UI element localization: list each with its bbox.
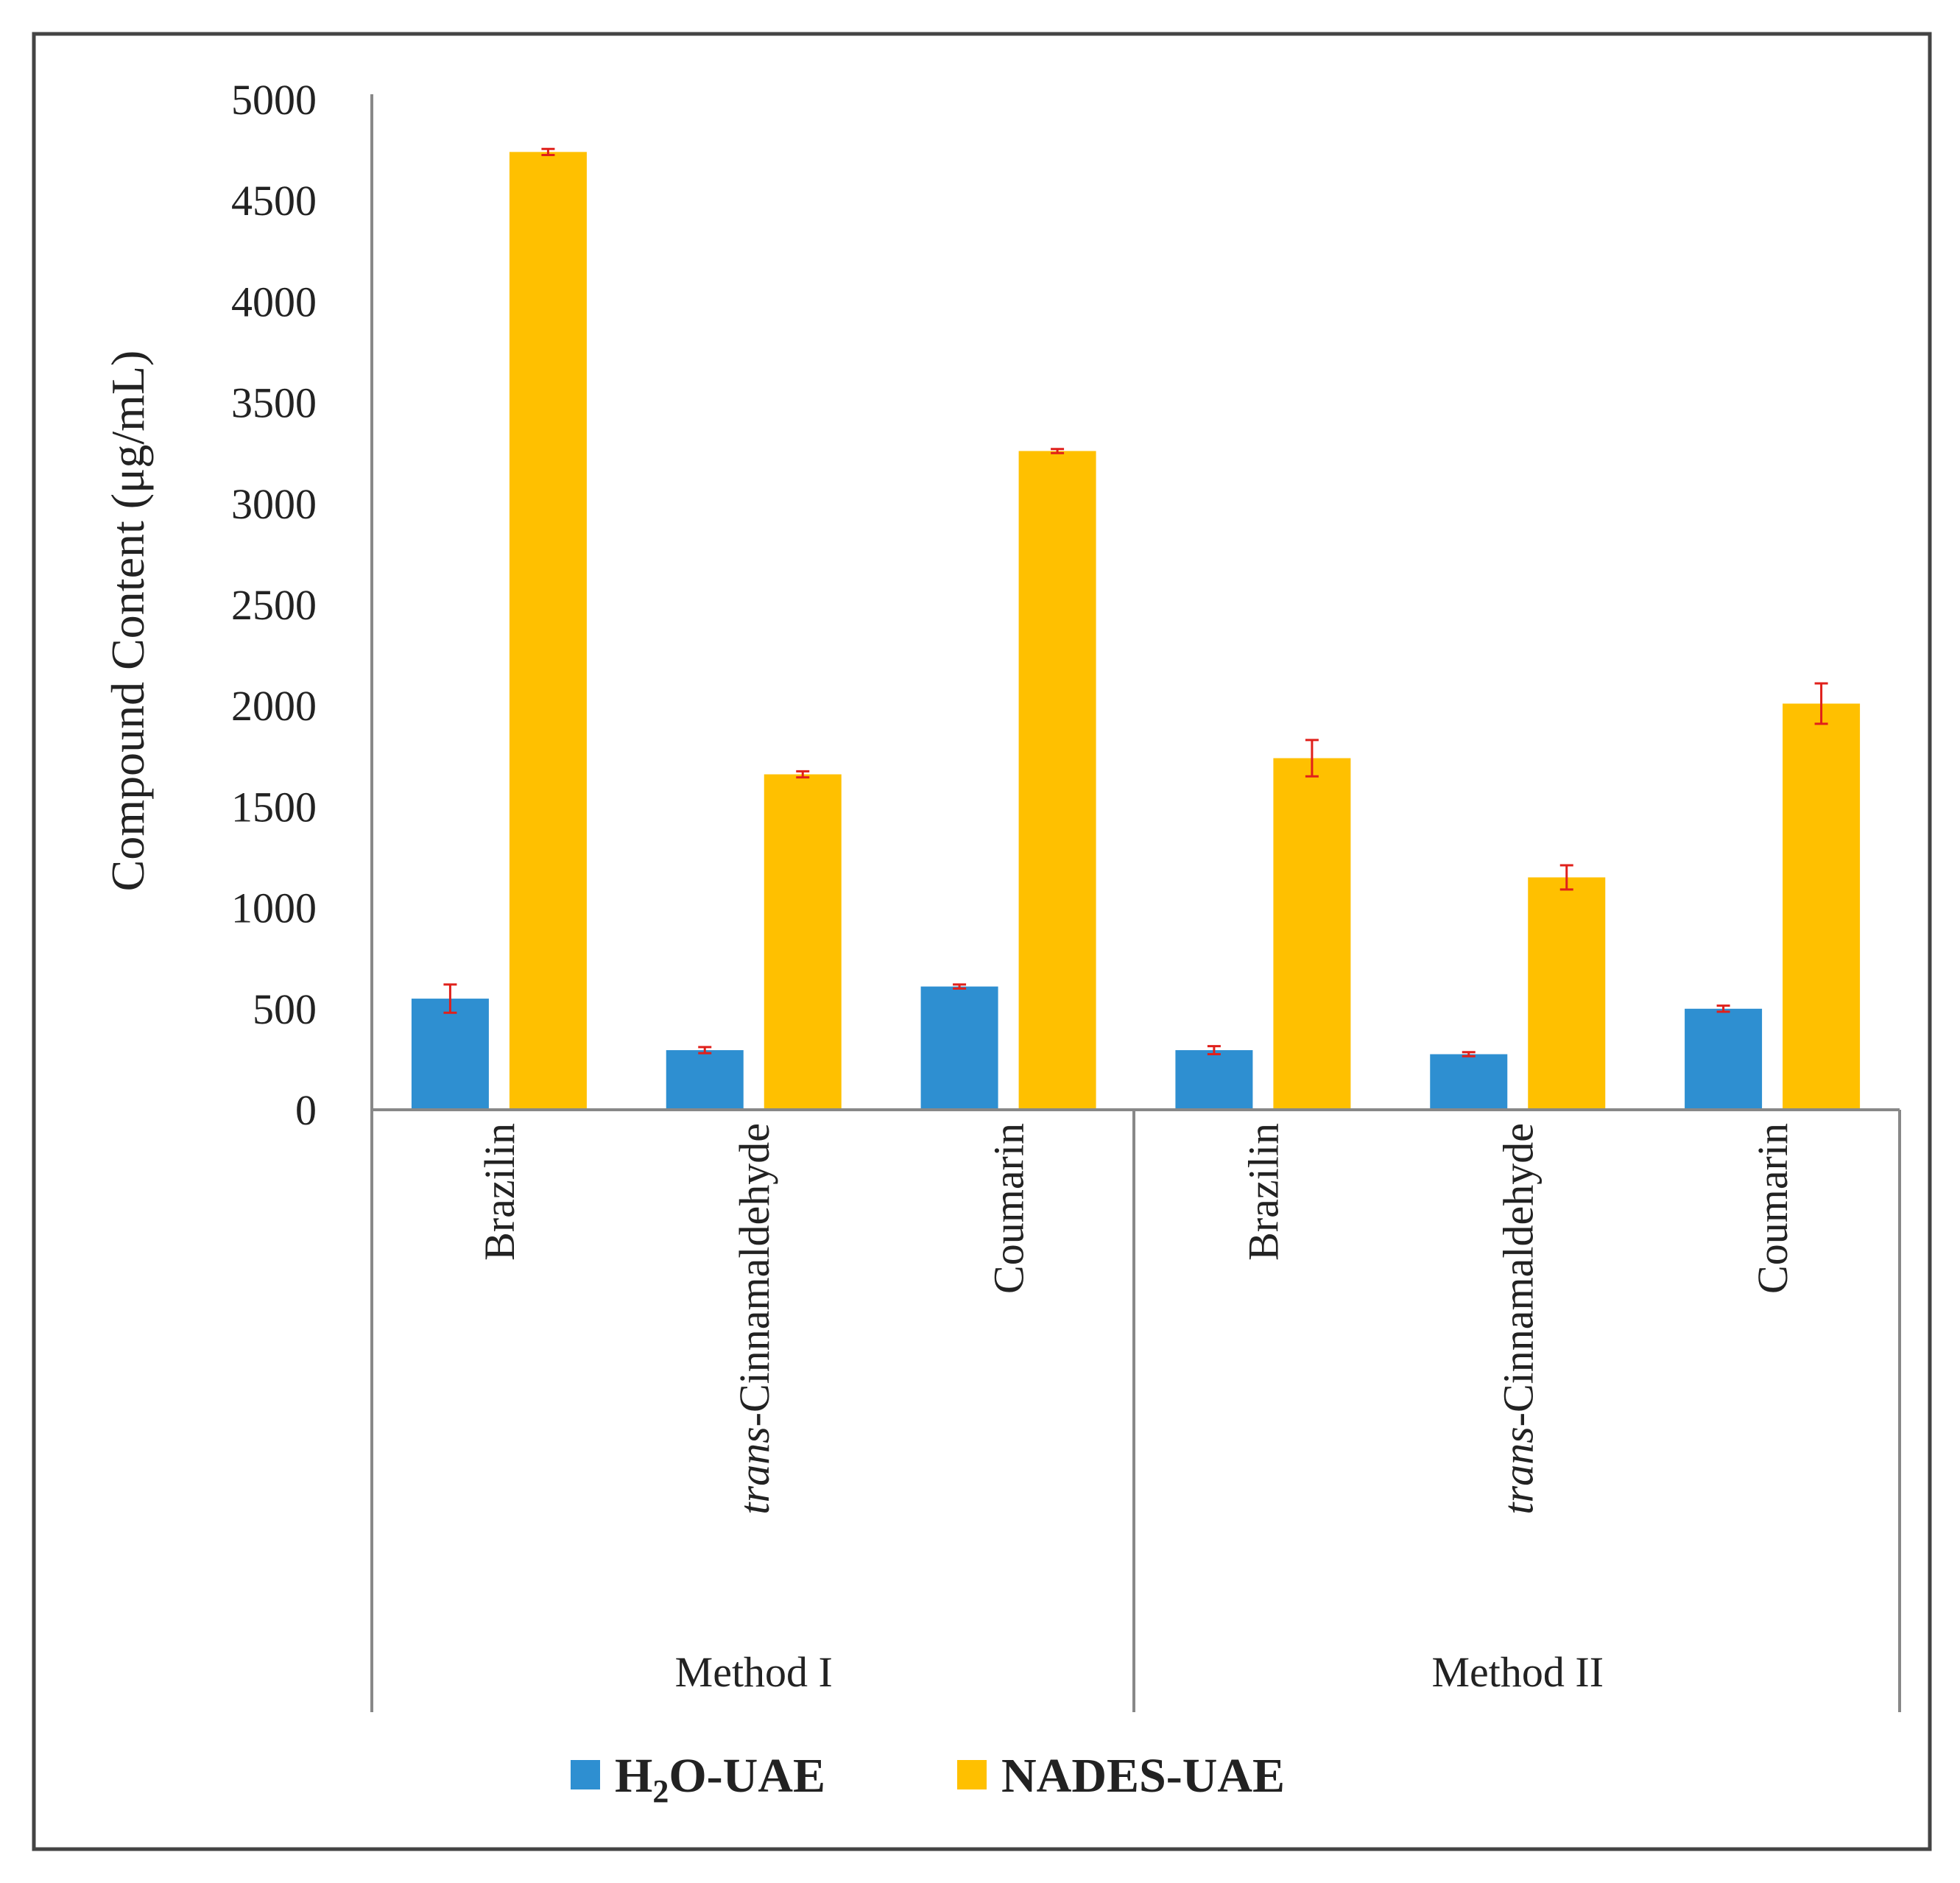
group-labels: Method I Method II bbox=[675, 1648, 1604, 1696]
bar-nades-uae bbox=[1273, 758, 1351, 1110]
y-tick-label: 3000 bbox=[231, 480, 317, 528]
y-tick-label: 3500 bbox=[231, 379, 317, 427]
x-category-label: Brazilin bbox=[476, 1123, 524, 1261]
bar-h2o-uae bbox=[1175, 1050, 1253, 1110]
bar-nades-uae bbox=[1783, 703, 1861, 1110]
x-category-label: trans-Cinnamaldehyde bbox=[730, 1123, 778, 1515]
legend-swatch bbox=[571, 1760, 600, 1789]
legend: H2O-UAE NADES-UAE bbox=[571, 1749, 1285, 1809]
x-category-label: trans-Cinnamaldehyde bbox=[1494, 1123, 1542, 1515]
x-category-label: Coumarin bbox=[1749, 1123, 1797, 1294]
y-axis-ticks: 0 500 1000 1500 2000 2500 3000 3500 4000 4500 5000 bbox=[231, 76, 317, 1134]
bar-h2o-uae bbox=[1685, 1008, 1763, 1110]
bar-h2o-uae bbox=[666, 1050, 744, 1110]
y-tick-label: 0 bbox=[295, 1086, 317, 1134]
legend-swatch bbox=[957, 1760, 987, 1789]
y-tick-label: 5000 bbox=[231, 76, 317, 124]
legend-label: NADES-UAE bbox=[1001, 1749, 1285, 1803]
error-bars bbox=[443, 147, 1828, 1057]
x-category-label: Brazilin bbox=[1239, 1123, 1287, 1261]
bar-h2o-uae bbox=[1430, 1054, 1508, 1110]
x-group-label: Method I bbox=[675, 1648, 833, 1696]
y-tick-label: 2000 bbox=[231, 682, 317, 730]
y-tick-label: 500 bbox=[253, 985, 317, 1033]
category-labels: Brazilin trans-Cinnamaldehyde Coumarin Braz… bbox=[476, 1123, 1797, 1515]
bar-h2o-uae bbox=[411, 999, 489, 1110]
legend-label: H2O-UAE bbox=[615, 1749, 825, 1809]
y-tick-label: 1500 bbox=[231, 783, 317, 831]
y-tick-label: 4000 bbox=[231, 278, 317, 325]
y-tick-label: 2500 bbox=[231, 581, 317, 629]
figure-frame bbox=[32, 32, 1932, 1851]
bar-nades-uae bbox=[1018, 451, 1096, 1110]
bar-marks bbox=[411, 152, 1861, 1110]
bar-nades-uae bbox=[509, 152, 587, 1110]
y-tick-label: 1000 bbox=[231, 884, 317, 932]
bar-nades-uae bbox=[1528, 877, 1606, 1110]
x-category-label: Coumarin bbox=[985, 1123, 1033, 1294]
bar-h2o-uae bbox=[920, 986, 998, 1110]
x-group-label: Method II bbox=[1431, 1648, 1604, 1696]
y-tick-label: 4500 bbox=[231, 177, 317, 225]
bar-nades-uae bbox=[764, 774, 842, 1110]
y-axis-label: Compound Content (μg/mL) bbox=[102, 351, 154, 892]
